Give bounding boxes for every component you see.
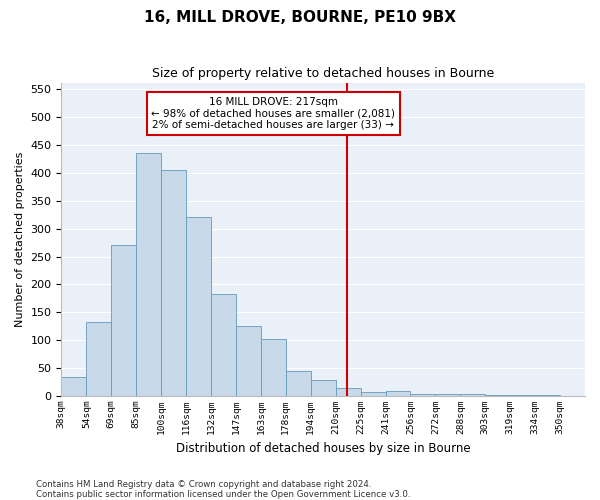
Bar bbox=[485, 394, 510, 396]
Bar bbox=[136, 153, 161, 396]
Bar bbox=[460, 394, 485, 396]
Bar bbox=[286, 370, 311, 396]
Bar bbox=[261, 339, 286, 396]
Bar bbox=[86, 322, 111, 396]
Text: Contains public sector information licensed under the Open Government Licence v3: Contains public sector information licen… bbox=[36, 490, 410, 499]
Bar bbox=[410, 394, 436, 396]
Bar bbox=[236, 326, 261, 396]
Bar bbox=[311, 380, 335, 396]
Text: Contains HM Land Registry data © Crown copyright and database right 2024.: Contains HM Land Registry data © Crown c… bbox=[36, 480, 371, 489]
Bar bbox=[161, 170, 186, 396]
Bar bbox=[335, 388, 361, 396]
Bar bbox=[386, 391, 410, 396]
Bar bbox=[535, 394, 560, 396]
Bar bbox=[186, 218, 211, 396]
Text: 16, MILL DROVE, BOURNE, PE10 9BX: 16, MILL DROVE, BOURNE, PE10 9BX bbox=[144, 10, 456, 25]
Bar bbox=[211, 294, 236, 396]
Y-axis label: Number of detached properties: Number of detached properties bbox=[15, 152, 25, 328]
X-axis label: Distribution of detached houses by size in Bourne: Distribution of detached houses by size … bbox=[176, 442, 470, 455]
Title: Size of property relative to detached houses in Bourne: Size of property relative to detached ho… bbox=[152, 68, 494, 80]
Bar bbox=[111, 246, 136, 396]
Bar bbox=[361, 392, 386, 396]
Text: 16 MILL DROVE: 217sqm
← 98% of detached houses are smaller (2,081)
2% of semi-de: 16 MILL DROVE: 217sqm ← 98% of detached … bbox=[151, 97, 395, 130]
Bar bbox=[61, 377, 86, 396]
Bar bbox=[436, 394, 460, 396]
Bar bbox=[510, 394, 535, 396]
